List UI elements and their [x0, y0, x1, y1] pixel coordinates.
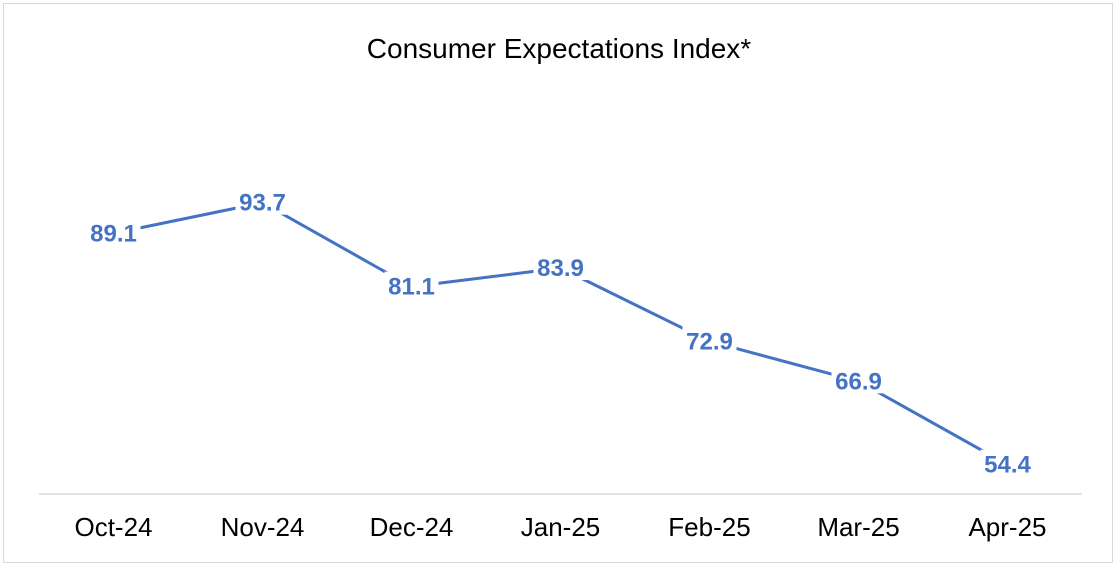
data-label-background: [86, 218, 141, 246]
data-labels-group: 89.1 93.7 81.1 83.9 72.9 66.9 54.4: [86, 187, 1035, 479]
series-group: [112, 201, 1009, 467]
data-label: 54.4: [984, 452, 1031, 479]
x-tick-label: Nov-24: [221, 512, 305, 542]
data-label: 72.9: [686, 328, 733, 355]
data-label: 93.7: [239, 190, 286, 217]
data-label: 83.9: [537, 255, 584, 282]
line-chart: Consumer Expectations Index* 89.1 93.7 81.…: [39, 33, 1082, 542]
x-tick-label: Jan-25: [521, 512, 601, 542]
data-label-background: [533, 253, 588, 280]
data-label: 81.1: [388, 274, 435, 301]
x-tick-label: Apr-25: [968, 512, 1046, 542]
chart-area: Consumer Expectations Index* 89.1 93.7 81.…: [3, 3, 1113, 563]
data-label-background: [235, 187, 290, 215]
x-tick-label: Feb-25: [668, 512, 750, 542]
data-label-background: [980, 449, 1035, 477]
data-label: 89.1: [90, 220, 137, 247]
x-tick-label: Dec-24: [370, 512, 454, 542]
data-label-background: [384, 271, 439, 299]
chart-title: Consumer Expectations Index*: [367, 33, 752, 64]
data-label: 66.9: [835, 368, 882, 395]
data-label-background: [682, 326, 737, 354]
x-tick-label: Mar-25: [817, 512, 899, 542]
x-tick-labels-group: Oct-24 Nov-24 Dec-24 Jan-25 Feb-25 Mar-25 Apr-…: [74, 512, 1046, 542]
x-tick-label: Oct-24: [74, 512, 152, 542]
data-label-background: [831, 366, 886, 394]
